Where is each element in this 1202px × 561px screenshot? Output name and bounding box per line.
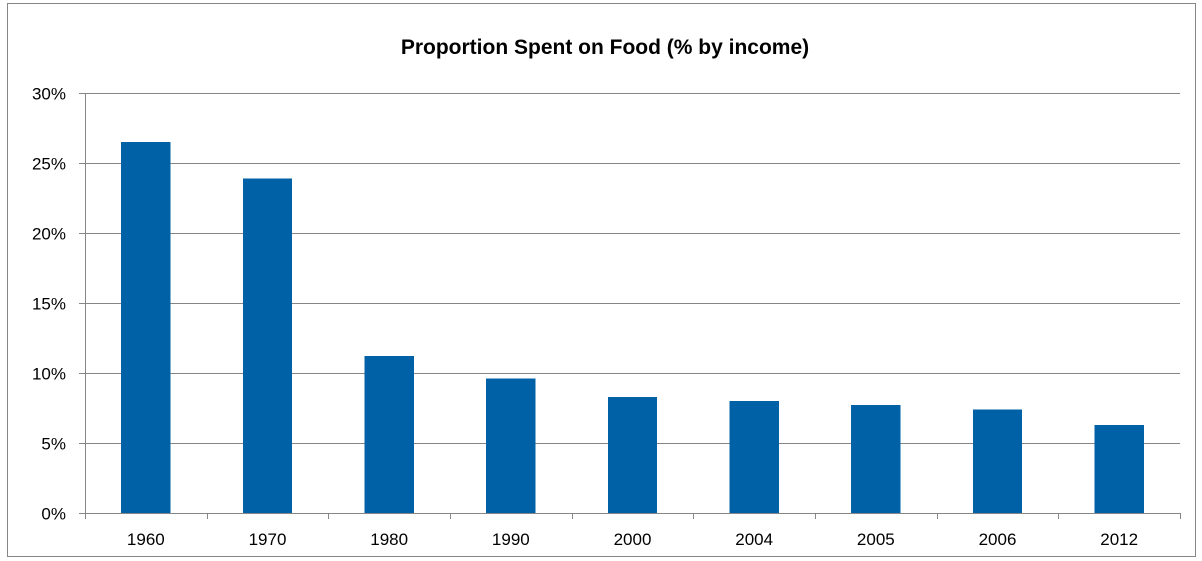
x-tick-label: 2012 xyxy=(1100,530,1138,549)
x-tick-label: 1980 xyxy=(370,530,408,549)
y-tick-label: 5% xyxy=(41,435,66,454)
x-axis-tick-labels: 1960 1970 1980 1990 2000 2004 2005 2006 2012 xyxy=(127,530,1138,549)
y-axis-tick-labels: 0% 5% 10% 15% 20% 25% 30% xyxy=(32,85,66,524)
x-tick-label: 1960 xyxy=(127,530,165,549)
x-tick-label: 2005 xyxy=(857,530,895,549)
bar-1980 xyxy=(364,356,414,513)
bar-2012 xyxy=(1094,424,1144,513)
chart-title: Proportion Spent on Food (% by income) xyxy=(401,36,809,59)
y-tick-label: 30% xyxy=(32,85,66,104)
axes xyxy=(79,93,1181,519)
y-tick-label: 15% xyxy=(32,295,66,314)
bar-1970 xyxy=(242,178,293,513)
bars xyxy=(121,142,1144,513)
bar-1960 xyxy=(121,142,171,513)
x-tick-label: 2004 xyxy=(735,530,773,549)
y-tick-label: 0% xyxy=(41,505,66,524)
bar-2005 xyxy=(851,405,901,513)
y-tick-label: 10% xyxy=(32,365,66,384)
y-tick-label: 20% xyxy=(32,225,66,244)
bar-2004 xyxy=(729,401,779,513)
x-tick-label: 1990 xyxy=(492,530,530,549)
x-tick-label: 2006 xyxy=(979,530,1017,549)
bar-2006 xyxy=(972,409,1023,513)
bar-1990 xyxy=(486,378,536,513)
y-tick-label: 25% xyxy=(32,155,66,174)
x-tick-label: 1970 xyxy=(249,530,287,549)
x-tick-label: 2000 xyxy=(614,530,652,549)
bar-2000 xyxy=(607,396,658,513)
